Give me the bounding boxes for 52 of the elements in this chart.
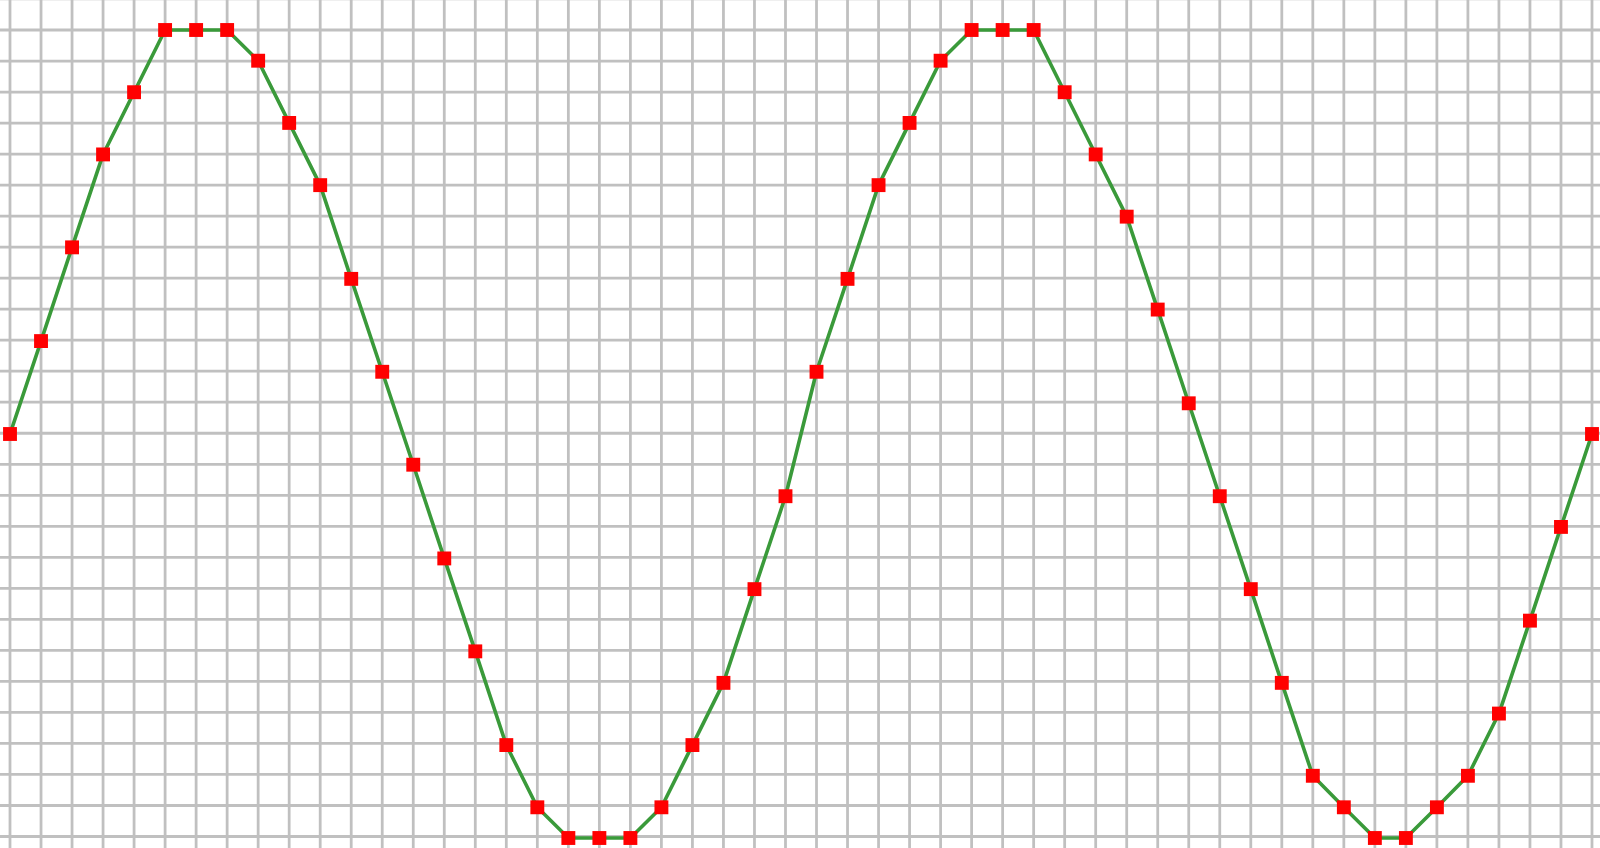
point (1026, 23, 1041, 37)
point (1429, 800, 1444, 815)
point (747, 582, 762, 597)
point (220, 23, 235, 37)
point (96, 147, 110, 162)
point (406, 457, 421, 472)
point (1243, 582, 1258, 597)
point (530, 800, 545, 815)
point (1398, 831, 1413, 845)
point (871, 178, 886, 193)
point (778, 489, 793, 504)
point (1150, 302, 1165, 317)
point (1212, 489, 1227, 504)
point (344, 271, 359, 286)
point (654, 800, 669, 815)
point (933, 53, 948, 68)
point (1088, 147, 1103, 162)
point (809, 364, 824, 379)
point (1274, 675, 1289, 690)
point (716, 675, 731, 690)
point (1181, 396, 1196, 411)
point (499, 738, 514, 753)
point (1336, 800, 1351, 815)
point (437, 551, 452, 566)
point (1305, 768, 1320, 783)
point (1585, 427, 1599, 441)
point (34, 334, 48, 349)
point (1492, 706, 1506, 721)
point (840, 271, 855, 286)
point (189, 23, 204, 37)
point (592, 831, 607, 845)
point (313, 178, 328, 193)
point (127, 85, 142, 100)
point (251, 53, 266, 68)
point (685, 738, 700, 753)
point (1523, 613, 1537, 628)
point (1460, 768, 1475, 783)
point (1367, 831, 1382, 845)
point (995, 23, 1010, 37)
point (282, 115, 297, 130)
point (902, 115, 917, 130)
point (561, 831, 576, 845)
point (158, 23, 173, 37)
point (1119, 209, 1134, 224)
point (375, 364, 390, 379)
point (468, 644, 483, 659)
point (1554, 519, 1568, 534)
point (65, 240, 79, 255)
point (964, 23, 979, 37)
point (1057, 85, 1072, 100)
point (3, 427, 17, 441)
point (623, 831, 638, 845)
